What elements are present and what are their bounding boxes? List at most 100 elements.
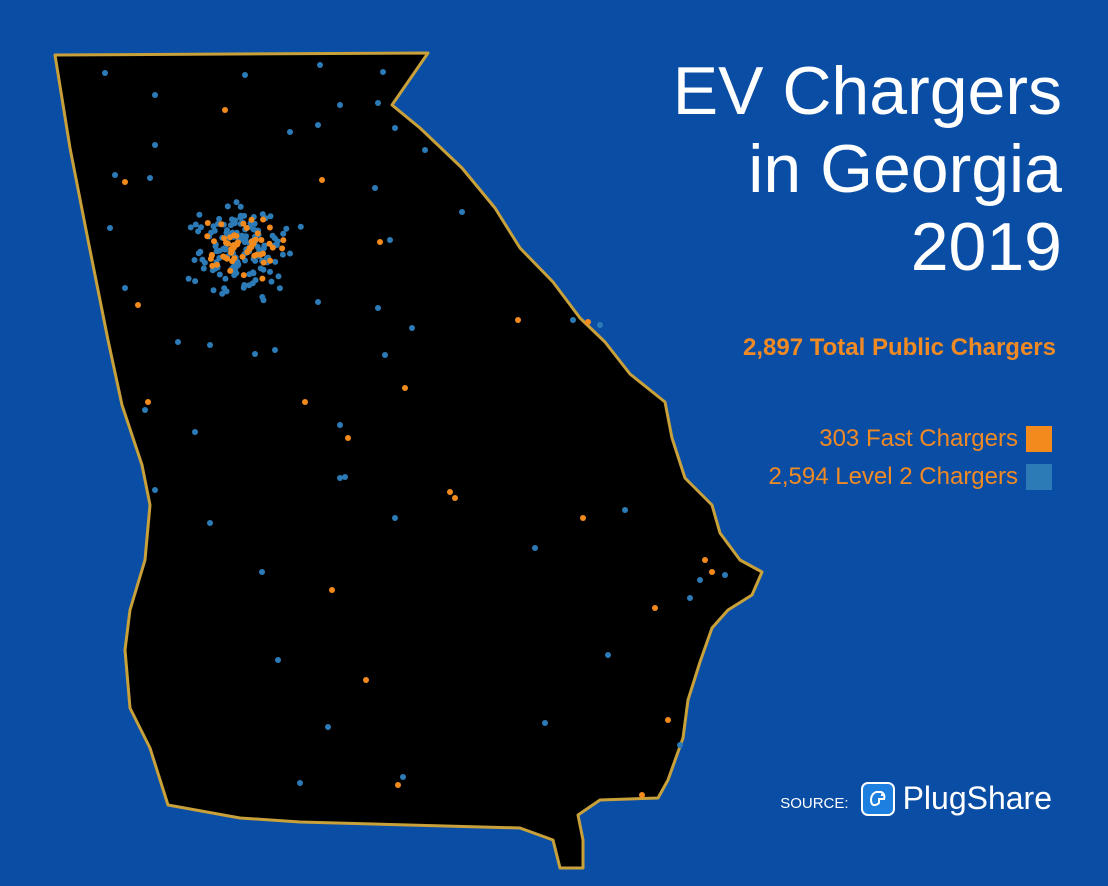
level2-charger-dot (191, 257, 198, 263)
level2-charger-dot (259, 569, 265, 575)
level2-charger-dot (192, 278, 199, 285)
level2-charger-dot (697, 577, 703, 583)
level2-charger-dot (268, 278, 275, 285)
level2-charger-dot (380, 69, 386, 75)
level2-charger-dot (257, 265, 264, 272)
level2-charger-dot (233, 199, 240, 206)
level2-charger-dot (317, 62, 323, 68)
fast-charger-dot (515, 317, 521, 323)
level2-charger-dot (246, 271, 253, 278)
fast-charger-dot (234, 239, 241, 246)
fast-charger-dot (243, 225, 250, 231)
level2-charger-dot (102, 70, 108, 76)
level2-charger-dot (267, 268, 273, 275)
fast-charger-dot (227, 267, 234, 274)
level2-charger-dot (283, 225, 290, 232)
fast-charger-dot (207, 255, 214, 262)
level2-charger-dot (227, 222, 234, 229)
level2-charger-dot (259, 294, 266, 300)
level2-charger-dot (409, 325, 415, 331)
level2-charger-dot (297, 223, 304, 230)
level2-charger-dot (325, 724, 331, 730)
fast-charger-dot (639, 792, 645, 798)
fast-charger-dot (248, 216, 255, 223)
level2-charger-dot (260, 245, 267, 252)
level2-charger-dot (392, 125, 398, 131)
level2-charger-dot (459, 209, 465, 215)
fast-charger-dot (233, 232, 240, 239)
title-line-1: EV Chargers (672, 53, 1062, 129)
source-label: SOURCE: (780, 795, 849, 812)
level2-charger-dot (200, 265, 207, 272)
legend-level2-label: 2,594 Level 2 Chargers (768, 463, 1019, 490)
fast-charger-dot (363, 677, 369, 683)
fast-charger-dot (214, 261, 220, 268)
fast-charger-dot (395, 782, 401, 788)
level2-charger-dot (252, 277, 259, 284)
level2-charger-dot (267, 213, 274, 220)
level2-charger-dot (259, 211, 266, 218)
fast-charger-dot (260, 259, 267, 266)
level2-charger-dot (337, 475, 343, 481)
fast-charger-dot (239, 253, 246, 260)
level2-charger-dot (216, 215, 223, 222)
title-line-3: 2019 (910, 209, 1062, 285)
fast-charger-dot (702, 557, 708, 563)
fast-charger-dot (218, 221, 225, 228)
level2-charger-dot (175, 339, 181, 345)
fast-charger-dot (260, 216, 267, 223)
level2-charger-dot (400, 774, 406, 780)
fast-charger-dot (447, 489, 453, 495)
fast-charger-dot (145, 399, 151, 405)
level2-charger-dot (147, 175, 153, 181)
source-credit: SOURCE: PlugShare (780, 780, 1052, 817)
level2-charger-dot (222, 246, 229, 253)
level2-charger-dot (280, 230, 287, 237)
level2-charger-dot (315, 299, 321, 305)
level2-charger-dot (208, 229, 215, 236)
fast-charger-dot (135, 302, 141, 308)
level2-charger-dot (152, 487, 158, 493)
level2-charger-dot (213, 248, 220, 255)
level2-charger-dot (187, 224, 194, 231)
total-chargers: 2,897 Total Public Chargers (743, 334, 1056, 361)
fast-charger-dot (240, 220, 247, 227)
title-line-2: in Georgia (748, 131, 1062, 207)
level2-charger-dot (196, 211, 203, 218)
level2-charger-dot (269, 232, 276, 239)
fast-charger-dot (652, 605, 658, 611)
legend-fast-label: 303 Fast Chargers (819, 425, 1018, 452)
fast-charger-dot (211, 238, 217, 245)
level2-charger-dot (287, 129, 293, 135)
fast-charger-dot (204, 220, 211, 226)
fast-charger-dot (223, 239, 229, 246)
level2-charger-dot (605, 652, 611, 658)
georgia-state-shape (53, 51, 764, 870)
level2-charger-dot (287, 250, 293, 257)
level2-charger-dot (342, 474, 348, 480)
level2-charger-dot (142, 407, 148, 413)
level2-charger-dot (210, 287, 217, 294)
level2-charger-dot (570, 317, 576, 323)
level2-charger-dot (201, 259, 208, 266)
fast-charger-dot (280, 237, 287, 244)
level2-charger-dot (223, 229, 230, 236)
level2-charger-dot (242, 72, 248, 78)
level2-charger-dot (195, 250, 202, 257)
level2-charger-dot (375, 100, 381, 106)
level2-charger-dot (677, 742, 683, 748)
level2-charger-dot (152, 92, 158, 98)
fast-charger-dot (251, 252, 258, 259)
level2-charger-dot (597, 322, 603, 328)
level2-charger-dot (207, 342, 213, 348)
fast-charger-dot (345, 435, 351, 441)
fast-charger-dot (580, 515, 586, 521)
level2-charger-dot (392, 515, 398, 521)
plugshare-logo-text: PlugShare (902, 780, 1052, 816)
fast-charger-dot (122, 179, 128, 185)
level2-charger-dot (216, 271, 223, 278)
level2-charger-dot (237, 214, 244, 221)
level2-charger-dot (219, 290, 226, 297)
fast-charger-dot (259, 275, 266, 282)
fast-charger-dot (266, 240, 273, 247)
